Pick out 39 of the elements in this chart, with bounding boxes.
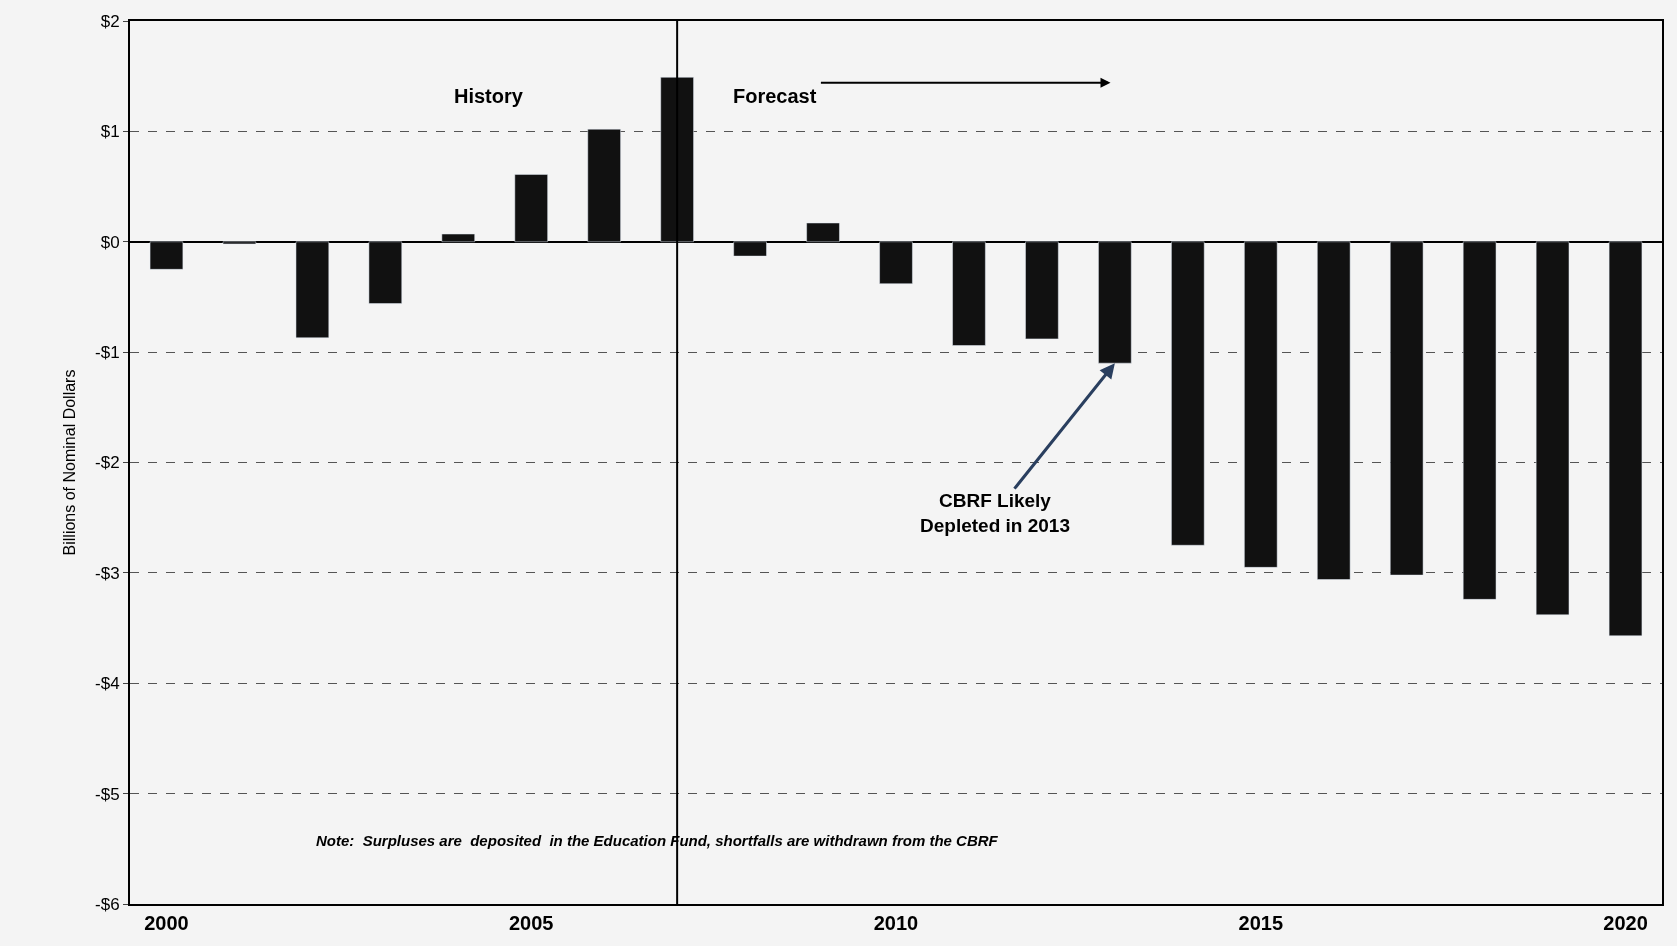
annotation: CBRF Likely Depleted in 2013 <box>920 490 1070 536</box>
bar <box>1390 241 1424 576</box>
bar <box>733 241 767 257</box>
x-tick-label: 2000 <box>144 912 189 934</box>
x-tick-label: 2015 <box>1238 912 1284 934</box>
x-tick-label: 2010 <box>873 912 919 934</box>
bar <box>1171 241 1205 546</box>
y-tick-label: -$6 <box>95 894 120 914</box>
y-axis-title: Billions of Nominal Dollars <box>61 369 79 556</box>
y-tick-label: $0 <box>100 232 120 252</box>
bar <box>514 174 548 242</box>
x-tick-label: 2005 <box>508 912 554 934</box>
y-tick-label: -$5 <box>95 784 120 804</box>
bar <box>1608 241 1643 637</box>
y-tick-label: -$4 <box>95 674 120 694</box>
bar <box>587 128 621 242</box>
y-tick-label: -$3 <box>95 563 120 583</box>
y-tick-label: $2 <box>100 11 120 31</box>
y-tick-label: $1 <box>100 122 120 142</box>
bar <box>1535 241 1570 616</box>
bar <box>1025 241 1059 340</box>
bar <box>441 233 475 242</box>
bar <box>806 222 840 242</box>
annotation: History <box>454 85 524 107</box>
bar <box>1244 241 1278 568</box>
bar <box>222 241 257 245</box>
bar <box>368 241 402 304</box>
bar <box>660 77 694 242</box>
bar <box>1462 241 1497 600</box>
bar <box>295 241 330 339</box>
y-tick-label: -$1 <box>95 343 120 363</box>
x-tick-label: 2020 <box>1603 912 1648 934</box>
y-tick-label: -$2 <box>95 453 120 473</box>
bar <box>952 241 986 346</box>
bar <box>1317 241 1351 580</box>
bar <box>149 241 184 270</box>
bar <box>1098 241 1132 364</box>
bar <box>879 241 913 284</box>
annotation: Forecast <box>733 85 817 107</box>
